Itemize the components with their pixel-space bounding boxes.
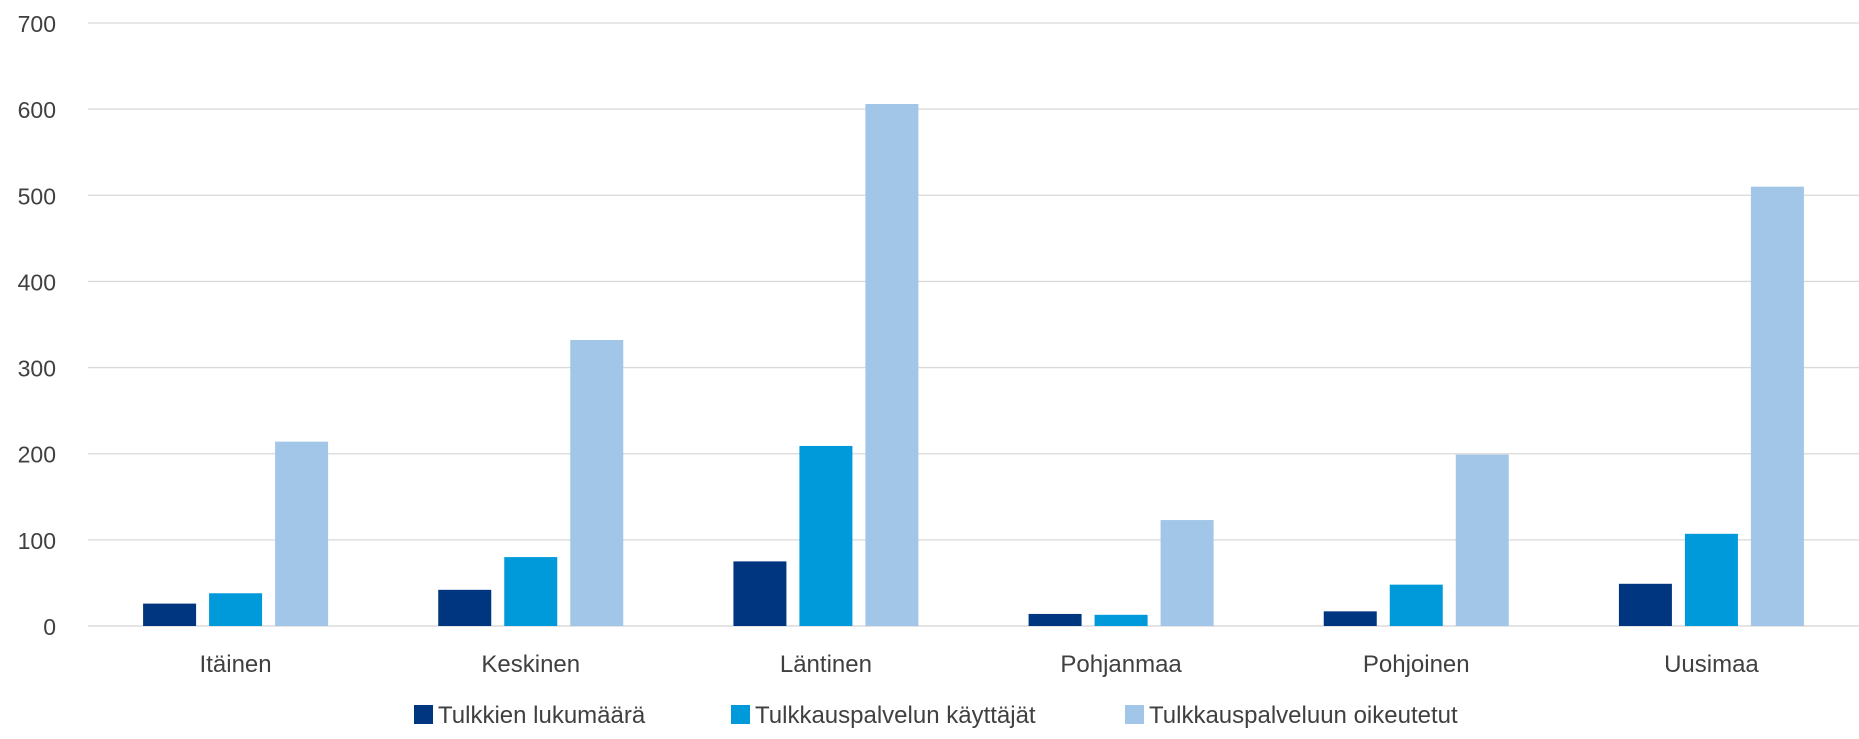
bar-1-1 bbox=[143, 603, 197, 626]
y-tick-label: 300 bbox=[18, 356, 56, 382]
legend-label: Tulkkien lukumäärä bbox=[438, 702, 646, 729]
bar-3-3 bbox=[865, 103, 919, 626]
x-category-label: Itäinen bbox=[200, 651, 272, 678]
x-category-label: Uusimaa bbox=[1664, 651, 1759, 678]
bars bbox=[143, 103, 1804, 626]
y-tick-label: 700 bbox=[18, 11, 56, 37]
legend-label: Tulkkauspalveluun oikeutetut bbox=[1149, 702, 1458, 729]
bar-3-6 bbox=[1750, 186, 1804, 626]
bar-2-4 bbox=[1094, 614, 1148, 626]
bar-1-6 bbox=[1618, 583, 1672, 626]
bar-2-3 bbox=[799, 445, 853, 626]
bar-3-5 bbox=[1455, 454, 1509, 626]
bar-2-2 bbox=[504, 557, 558, 626]
bar-1-2 bbox=[438, 589, 492, 626]
y-tick-label: 400 bbox=[18, 269, 56, 295]
y-axis-ticks: 0 100 200 300 400 500 600 700 bbox=[18, 11, 56, 640]
y-tick-label: 200 bbox=[18, 442, 56, 468]
bar-3-4 bbox=[1160, 520, 1214, 626]
bar-3-1 bbox=[275, 441, 329, 626]
legend-swatch bbox=[1125, 705, 1144, 724]
bar-2-6 bbox=[1684, 533, 1738, 626]
x-category-label: Pohjanmaa bbox=[1060, 651, 1182, 678]
legend-swatch bbox=[731, 705, 750, 724]
y-tick-label: 100 bbox=[18, 528, 56, 554]
bar-2-1 bbox=[209, 593, 263, 626]
x-axis-labels: Itäinen Keskinen Läntinen Pohjanmaa Pohjoine… bbox=[200, 651, 1760, 678]
bar-1-4 bbox=[1028, 613, 1082, 626]
legend: Tulkkien lukumäärä Tulkkauspalvelun käytt… bbox=[414, 702, 1458, 729]
x-category-label: Läntinen bbox=[780, 651, 872, 678]
bar-2-5 bbox=[1389, 584, 1443, 626]
bar-1-5 bbox=[1323, 611, 1377, 626]
legend-swatch bbox=[414, 705, 433, 724]
legend-label: Tulkkauspalvelun käyttäjät bbox=[755, 702, 1036, 729]
x-category-label: Keskinen bbox=[481, 651, 580, 678]
y-tick-label: 500 bbox=[18, 183, 56, 209]
y-tick-label: 0 bbox=[43, 614, 56, 640]
bar-1-3 bbox=[733, 561, 787, 626]
gridlines bbox=[88, 22, 1859, 627]
bar-3-2 bbox=[570, 340, 624, 626]
y-tick-label: 600 bbox=[18, 97, 56, 123]
x-category-label: Pohjoinen bbox=[1363, 651, 1470, 678]
